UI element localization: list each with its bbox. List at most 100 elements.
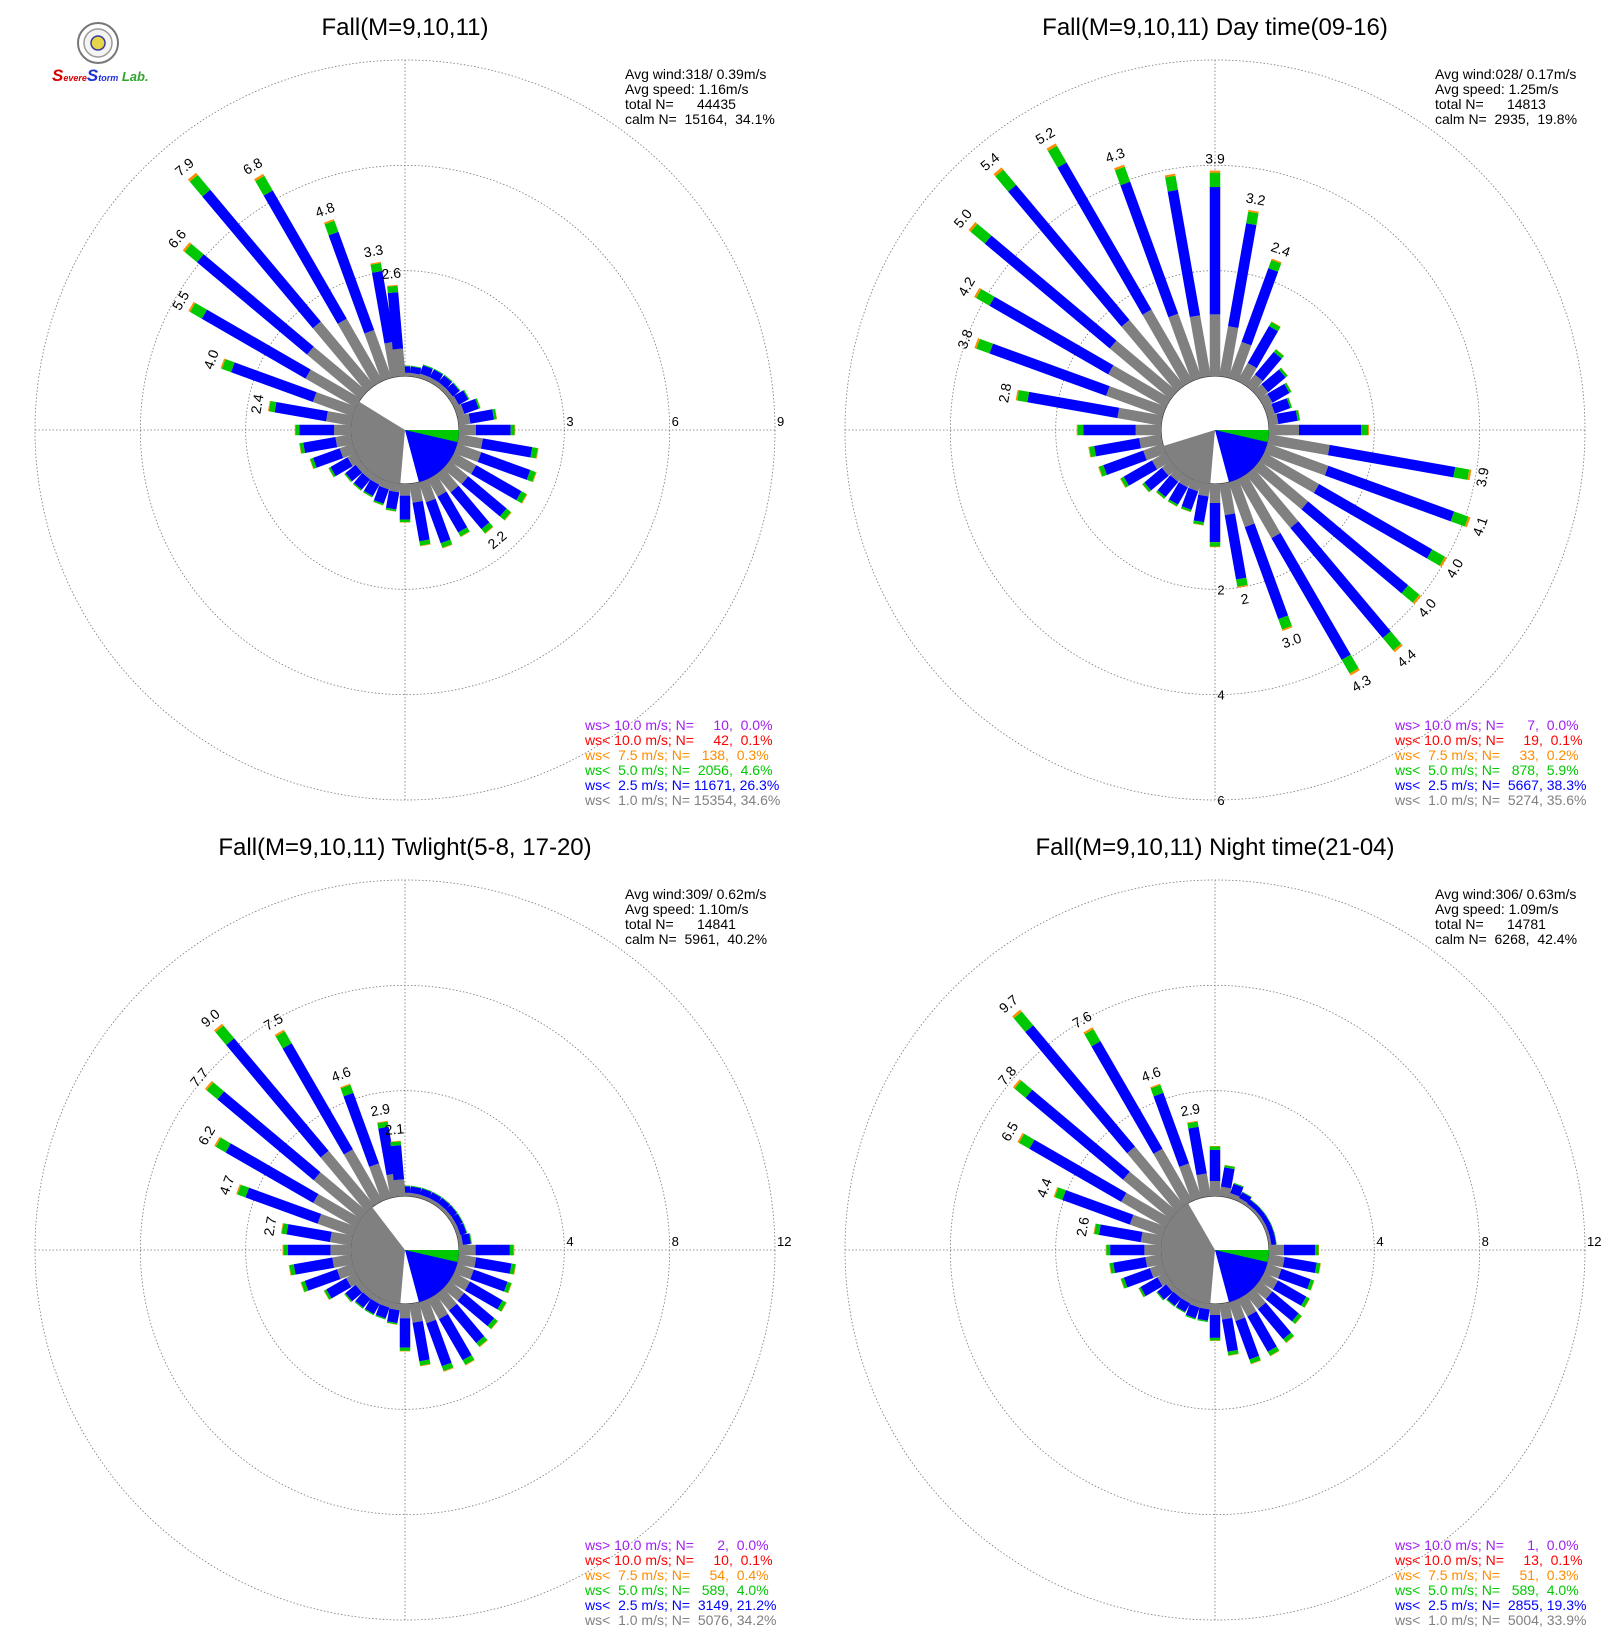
ring-label: 2 [1217, 582, 1224, 597]
bar-seg-1 [1025, 1025, 1136, 1154]
bar-seg-2 [1142, 482, 1152, 493]
bar-seg-1 [1276, 410, 1298, 425]
legend-ws-gt-10: ws> 10.0 m/s; N= 7, 0.0% [1395, 717, 1579, 733]
bar-seg-2 [1283, 1332, 1294, 1343]
sector-190 [1197, 1302, 1211, 1323]
logo-word-lab: Lab. [118, 69, 149, 84]
bar-seg-2 [487, 1318, 498, 1329]
bar-seg-2 [1453, 467, 1470, 480]
bar-seg-0 [427, 1294, 449, 1320]
sector-20: 2.4 [1228, 238, 1293, 382]
bar-seg-0 [379, 1298, 392, 1308]
bar-seg-0 [355, 460, 368, 473]
bar-seg-2 [976, 338, 994, 354]
bar-seg-0 [442, 460, 469, 485]
bar-seg-1 [1257, 1302, 1292, 1340]
bar-seg-1 [1227, 223, 1257, 328]
bar-seg-0 [362, 467, 375, 480]
bar-seg-2 [215, 1137, 231, 1153]
stats-block: Avg wind:318/ 0.39m/s Avg speed: 1.16m/s… [625, 67, 775, 127]
bar-seg-1 [326, 1277, 352, 1299]
bar-seg-0 [1178, 474, 1193, 488]
bar-seg-1 [390, 1145, 405, 1181]
legend-ws-lt-7-5: ws< 7.5 m/s; N= 33, 0.2% [1395, 747, 1579, 763]
legend-ws-lt-7-5: ws< 7.5 m/s; N= 51, 0.3% [1395, 1567, 1579, 1583]
sector-70 [1263, 1223, 1275, 1237]
bar-seg-0 [1219, 1302, 1233, 1320]
bar-seg-1 [1140, 1277, 1163, 1297]
light-wind-wedge [1215, 430, 1269, 483]
bar-seg-0 [1252, 1209, 1262, 1220]
bar-seg-1 [226, 1038, 329, 1158]
bar-seg-2 [221, 359, 235, 373]
sector-130 [1252, 1280, 1303, 1325]
sector-30 [427, 1191, 442, 1206]
sector-70 [1263, 397, 1293, 417]
bar-seg-0 [449, 1216, 458, 1228]
calm-wedge [350, 1207, 405, 1304]
bar-seg-1 [461, 476, 507, 517]
bar-label: 4.0 [200, 347, 222, 371]
bar-seg-0 [449, 1272, 471, 1291]
stat-calm-n: calm N= 2935, 19.8% [1435, 111, 1578, 127]
bar-seg-1 [481, 438, 533, 458]
bar-seg-1 [1176, 1298, 1191, 1312]
bar-seg-0 [1252, 384, 1269, 400]
legend-ws-lt-1: ws< 1.0 m/s; N= 5274, 35.6% [1395, 792, 1587, 808]
bar-seg-2 [452, 382, 461, 392]
bar-seg-0 [1142, 309, 1193, 386]
bar-seg-0 [449, 395, 459, 408]
sector-40 [1245, 1199, 1259, 1213]
sector-220 [352, 467, 375, 491]
bar-seg-0 [1228, 341, 1252, 382]
bar-seg-2 [1278, 615, 1292, 630]
stat-total-n: total N= 14813 [1435, 96, 1546, 112]
sector-160 [1228, 1298, 1261, 1365]
bar-seg-2 [1268, 321, 1281, 332]
bar-seg-2 [1084, 1029, 1101, 1047]
bar-seg-2 [377, 1121, 389, 1129]
sector-60 [1259, 382, 1292, 408]
legend-ws-lt-7-5: ws< 7.5 m/s; N= 138, 0.3% [585, 747, 769, 763]
sector-100 [457, 1254, 517, 1275]
sector-220 [1155, 467, 1185, 499]
bar-seg-1 [984, 235, 1117, 349]
bar-seg-3 [1012, 1079, 1022, 1089]
bar-label: 2.8 [995, 382, 1014, 404]
bar-seg-2 [1138, 1286, 1146, 1298]
bar-seg-0 [335, 434, 353, 448]
bar-seg-0 [392, 348, 406, 377]
bar-seg-0 [427, 376, 439, 386]
bar-seg-0 [1117, 407, 1163, 426]
bar-seg-2 [526, 470, 536, 482]
stats-block: Avg wind:309/ 0.62m/s Avg speed: 1.10m/s… [625, 887, 767, 947]
sector-260 [1088, 434, 1163, 458]
sector-40 [435, 374, 453, 393]
sector-320: 9.7 [996, 991, 1185, 1213]
bar-seg-1 [1301, 501, 1409, 594]
bar-seg-0 [1143, 443, 1167, 461]
bar-seg-1 [1271, 398, 1291, 414]
bar-seg-2 [1249, 1355, 1261, 1364]
bar-seg-1 [1278, 1268, 1311, 1290]
bar-seg-0 [1157, 1272, 1171, 1287]
stat-avg-speed: Avg speed: 1.10m/s [625, 901, 749, 917]
sector-210 [1167, 474, 1193, 507]
bar-label: 7.6 [1070, 1008, 1095, 1032]
sector-30 [427, 368, 444, 386]
bar-seg-1 [304, 1269, 341, 1291]
bar-seg-1 [1025, 1089, 1130, 1180]
bar-seg-0 [1166, 1280, 1178, 1293]
bar-seg-0 [1219, 1186, 1232, 1198]
bar-seg-1 [1220, 1167, 1235, 1189]
bar-seg-1 [345, 1284, 363, 1302]
bar-seg-3 [204, 1080, 214, 1091]
sector-230 [1156, 1280, 1178, 1301]
bar-seg-0 [1228, 1193, 1241, 1202]
sector-200 [375, 1298, 392, 1320]
legend-ws-lt-2-5: ws< 2.5 m/s; N= 5667, 38.3% [1395, 777, 1587, 793]
calm-wedge [1163, 430, 1215, 484]
bar-label: 2.4 [247, 393, 266, 415]
bar-seg-1 [196, 254, 314, 355]
bar-seg-0 [1259, 393, 1273, 408]
